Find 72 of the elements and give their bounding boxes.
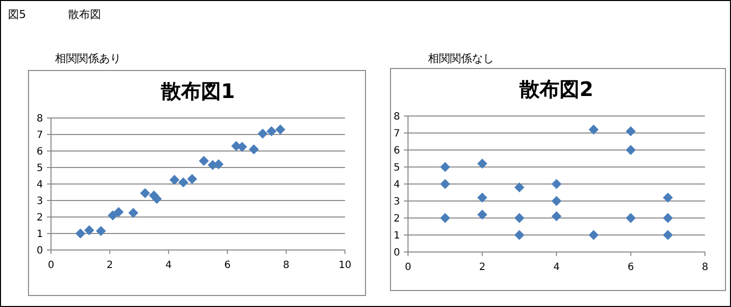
chart-title: 散布図1 [160, 79, 235, 103]
point [626, 213, 636, 223]
point [275, 124, 286, 135]
y-tick-label: 2 [36, 212, 43, 224]
y-tick-label: 5 [394, 162, 400, 174]
point [514, 182, 524, 192]
point [662, 230, 673, 240]
y-tick-label: 7 [394, 128, 400, 140]
x-tick-label: 4 [553, 262, 560, 273]
y-tick-label: 3 [36, 196, 43, 207]
point [187, 174, 198, 184]
x-tick-label: 4 [165, 260, 172, 271]
point [477, 210, 488, 220]
point [440, 179, 450, 189]
point [588, 124, 599, 135]
y-tick-label: 1 [36, 229, 43, 240]
y-tick-label: 6 [394, 146, 400, 156]
caption: 図5 [8, 8, 26, 21]
y-tick-label: 5 [36, 163, 43, 174]
point [514, 213, 524, 223]
point [248, 144, 259, 154]
point [96, 226, 106, 236]
x-tick-label: 6 [628, 262, 634, 273]
point [514, 230, 524, 240]
point [140, 188, 150, 198]
point [477, 158, 488, 169]
point [169, 174, 180, 185]
x-tick-label: 2 [106, 260, 113, 271]
point [75, 228, 86, 238]
x-tick-label: 0 [48, 260, 54, 271]
point [552, 211, 562, 222]
text: 散布図 [68, 8, 101, 21]
y-tick-label: 1 [394, 230, 400, 242]
point [237, 142, 248, 152]
point [552, 196, 562, 206]
point [198, 156, 209, 166]
y-tick-label: 6 [36, 146, 43, 158]
point [178, 177, 188, 188]
point [266, 126, 276, 136]
point [552, 179, 562, 189]
point [662, 213, 673, 223]
chart-subtitle: 相関関係あり [55, 52, 121, 65]
point [108, 210, 118, 220]
y-tick-label: 8 [394, 112, 400, 122]
point [258, 128, 268, 139]
y-tick-label: 2 [394, 214, 400, 224]
y-tick-label: 4 [394, 180, 400, 190]
point [114, 207, 124, 218]
x-tick-label: 2 [479, 262, 486, 273]
point [128, 208, 138, 218]
chart-subtitle: 相関関係なし [428, 52, 494, 65]
x-tick-label: 8 [283, 260, 290, 271]
point [626, 126, 636, 136]
point [662, 192, 673, 203]
point [84, 225, 94, 236]
y-tick-label: 8 [36, 114, 43, 124]
point [440, 162, 450, 172]
y-tick-label: 4 [36, 180, 43, 190]
chart-title: 散布図2 [518, 77, 594, 101]
y-tick-label: 3 [394, 196, 400, 208]
point [214, 159, 224, 170]
point [477, 192, 488, 203]
point [588, 230, 599, 240]
x-tick-label: 6 [224, 260, 231, 271]
x-tick-label: 8 [702, 262, 708, 273]
y-tick-label: 7 [36, 130, 43, 141]
y-tick-label: 0 [36, 246, 43, 256]
point [440, 213, 450, 223]
x-tick-label: 0 [404, 262, 412, 273]
y-tick-label: 0 [394, 248, 400, 258]
point [626, 145, 636, 155]
x-tick-label: 10 [338, 260, 352, 271]
